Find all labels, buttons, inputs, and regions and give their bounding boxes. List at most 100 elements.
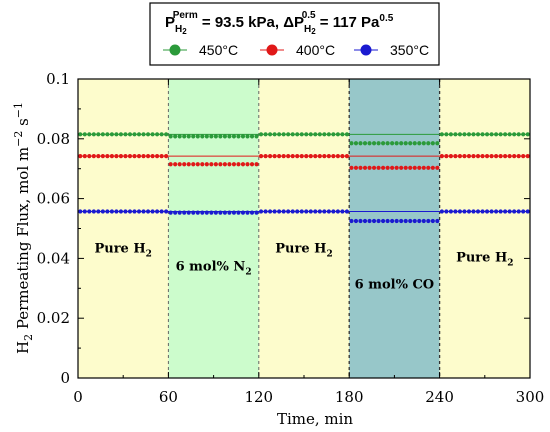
data-point [512,154,517,159]
region-3 [349,79,440,378]
data-point [195,134,200,139]
data-point [489,209,494,214]
data-point [268,209,273,214]
legend-marker [169,44,181,56]
data-point [358,218,363,224]
data-point [507,209,512,214]
data-point [249,162,255,167]
data-point [466,154,472,159]
data-point [462,154,467,159]
data-point [272,209,277,214]
data-point [313,132,318,137]
data-point [114,209,119,214]
y-tick-label: 0.06 [37,190,70,208]
data-point [417,218,422,224]
data-point [132,209,137,214]
legend-label: 400°C [296,42,335,58]
data-point [150,209,155,214]
data-point [268,154,273,159]
data-point [426,165,431,170]
data-point [236,162,241,167]
data-point [159,209,164,214]
data-point [277,209,282,214]
data-point [227,210,232,215]
data-point [412,165,417,170]
data-point [145,132,151,137]
data-point [91,154,96,159]
data-point [186,162,191,167]
data-point [421,218,426,224]
data-point [91,132,96,137]
data-point [168,162,173,167]
data-point [484,209,490,214]
data-point [132,154,137,159]
data-point [367,218,372,224]
data-point [177,210,182,215]
data-point [87,132,92,137]
data-point [525,209,530,214]
data-point [87,154,92,159]
data-point [453,209,458,214]
data-point [91,209,96,214]
data-point [105,154,110,159]
data-point [430,218,435,224]
data-point [358,141,363,146]
data-point [516,132,521,137]
data-point [371,218,377,224]
data-point [444,132,449,137]
data-point [439,154,444,159]
data-point [444,209,449,214]
data-point [317,132,322,137]
data-point [258,209,264,214]
data-point [394,165,399,170]
data-point [281,154,286,159]
data-point [453,154,458,159]
data-point [290,209,295,214]
data-point [381,218,386,224]
data-point [173,162,178,167]
data-point [109,209,114,214]
data-point [155,209,160,214]
y-tick-label: 0 [60,369,70,387]
data-point [340,132,345,137]
condition-regions [78,79,530,378]
region-4 [439,79,530,378]
data-point [150,132,155,137]
data-point [100,154,105,159]
data-point [417,141,422,146]
data-point [123,154,128,159]
region-label-3: 6 mol% CO [355,277,435,292]
data-point [209,134,214,139]
data-point [453,132,458,137]
data-point [304,209,309,214]
data-point [87,209,92,214]
data-point [218,210,223,215]
data-point [150,154,155,159]
y-axis-label: H2 Permeating Flux, mol m−2 s−1 [12,102,35,354]
data-point [349,218,354,224]
data-point [159,154,164,159]
data-point [331,154,336,159]
data-point [403,218,408,224]
data-point [304,132,309,137]
data-point [457,154,463,159]
data-point [249,210,255,215]
legend-items: 450°C 400°C 350°C [163,42,429,58]
data-point [313,209,318,214]
data-point [371,165,377,170]
data-point [430,165,435,170]
data-point [78,132,83,137]
data-point [240,162,246,167]
data-point [322,132,327,137]
data-point [412,218,417,224]
data-point [503,209,508,214]
data-point [466,209,472,214]
data-point [344,209,350,214]
data-point [516,209,521,214]
data-point [480,209,485,214]
data-point [299,209,304,214]
data-point [145,209,151,214]
data-point [466,132,472,137]
data-point [362,218,368,224]
data-point [155,132,160,137]
